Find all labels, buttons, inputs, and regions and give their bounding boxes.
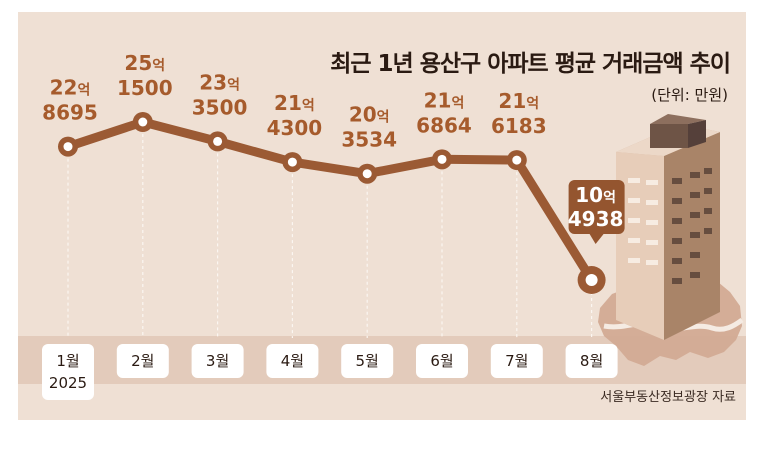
month-box <box>42 344 94 400</box>
series-line <box>63 117 597 285</box>
apartment-building-illustration <box>616 114 720 340</box>
month-box <box>416 344 468 378</box>
highlight-value-box <box>568 180 625 234</box>
value-label-man: 6864 <box>416 113 472 137</box>
data-point-center <box>138 117 148 127</box>
month-label: 5월 <box>356 352 379 370</box>
month-labels: 1월 2025 2월 3월 4월 5월 6월 7월 8월 <box>42 344 618 400</box>
month-label: 8월 <box>580 352 603 370</box>
value-label-man: 1500 <box>117 76 173 100</box>
value-label-man: 4938 <box>568 207 624 231</box>
vertical-guides <box>67 122 593 338</box>
highlight-box-pointer <box>589 234 604 244</box>
value-label-eok: 23억 <box>199 70 240 94</box>
month-box <box>116 344 169 378</box>
value-label-eok: 22억 <box>50 76 91 100</box>
value-label-eok: 25억 <box>124 51 165 75</box>
value-label-eok: 10억 <box>575 183 616 207</box>
month-label: 3월 <box>206 352 229 370</box>
data-point-center <box>362 169 372 179</box>
value-label-man: 4300 <box>267 116 323 140</box>
value-label-eok: 21억 <box>498 89 539 113</box>
month-label: 1월 <box>56 352 79 370</box>
value-label-eok: 21억 <box>424 88 465 112</box>
decoration <box>598 114 744 366</box>
month-box <box>490 344 543 378</box>
data-point-center <box>213 136 223 146</box>
data-point-center <box>287 157 297 167</box>
month-label: 6월 <box>430 352 453 370</box>
data-point-center <box>585 274 598 286</box>
value-label-man: 6183 <box>491 114 547 138</box>
month-box <box>341 344 394 378</box>
value-label-man: 3534 <box>341 128 397 152</box>
value-label-eok: 21억 <box>274 91 315 115</box>
unit-label: (단위: 만원) <box>651 86 728 104</box>
value-label-man: 3500 <box>192 95 248 119</box>
month-label: 7월 <box>505 352 528 370</box>
chart-title: 최근 1년 용산구 아파트 평균 거래금액 추이 <box>330 51 731 77</box>
month-label: 2월 <box>131 352 154 370</box>
month-label: 2025 <box>49 374 87 392</box>
value-label-man: 8695 <box>42 101 98 125</box>
month-box <box>266 344 319 378</box>
month-box <box>565 344 618 378</box>
month-label: 4월 <box>281 352 304 370</box>
value-label-eok: 20억 <box>349 103 390 127</box>
price-series <box>58 112 606 294</box>
source-credit: 서울부동산정보광장 자료 <box>600 390 736 405</box>
data-point-center <box>63 142 73 152</box>
data-point-center <box>437 154 447 164</box>
month-box <box>191 344 244 378</box>
data-point-center <box>512 155 522 165</box>
